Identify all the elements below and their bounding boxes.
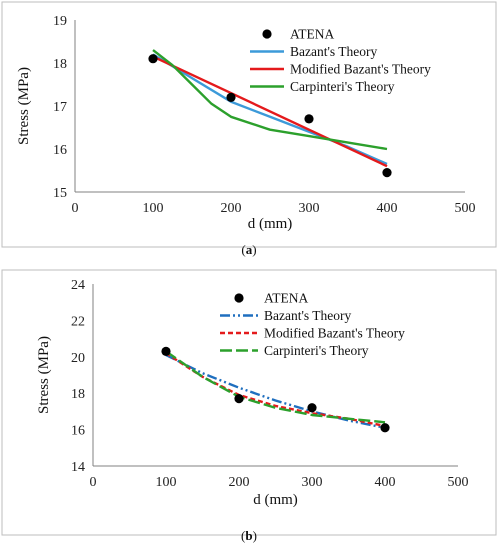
y-tick-label: 18	[71, 387, 85, 402]
y-axis-label: Stress (MPa)	[36, 336, 52, 414]
x-tick-label: 100	[156, 475, 177, 490]
chart-a: 15 16 17 18 19 0 100 200 300 400 500 d (mm) Stress (…	[1, 1, 497, 257]
data-point	[234, 394, 244, 404]
y-tick-label: 20	[71, 351, 85, 366]
x-tick-label: 400	[375, 475, 396, 490]
legend-label: Modified Bazant's Theory	[264, 326, 405, 341]
y-tick-label: 18	[53, 57, 67, 72]
legend-label: Carpinteri's Theory	[290, 79, 395, 94]
y-tick-label: 14	[71, 460, 85, 475]
y-tick-label: 22	[71, 314, 85, 329]
series-line	[165, 350, 386, 424]
y-tick-label: 24	[71, 278, 85, 293]
legend-label: Bazant's Theory	[290, 44, 378, 59]
y-tick-label: 19	[53, 14, 67, 29]
x-tick-label: 200	[229, 475, 250, 490]
chart-border	[1, 269, 497, 536]
x-tick-label: 200	[221, 201, 242, 216]
x-tick-label: 500	[448, 475, 469, 490]
data-point	[148, 54, 158, 64]
y-tick-label: 16	[71, 424, 85, 439]
legend-label: ATENA	[264, 291, 308, 306]
legend-label: ATENA	[290, 27, 334, 42]
x-tick-label: 300	[299, 201, 320, 216]
data-point	[382, 168, 392, 178]
legend-marker	[234, 293, 244, 303]
data-point	[307, 403, 317, 413]
series-line	[152, 49, 388, 151]
series-line	[152, 55, 388, 168]
x-axis-label: d (mm)	[253, 492, 298, 508]
y-tick-label: 15	[53, 186, 67, 201]
legend-marker	[262, 29, 272, 39]
chart-b: 14 16 18 20 22 24 0 100 200 300 400 500 d (mm) Stress…	[1, 269, 497, 543]
data-point	[226, 92, 236, 102]
data-point	[161, 346, 171, 356]
x-axis-label: d (mm)	[248, 216, 293, 232]
x-tick-label: 300	[302, 475, 323, 490]
legend: ATENA Bazant's Theory Modified Bazant's Th…	[220, 291, 405, 358]
chart-caption: (b)	[241, 528, 257, 543]
chart-border	[1, 1, 497, 248]
chart-caption: (a)	[241, 242, 256, 257]
series-line	[165, 353, 386, 429]
legend-label: Carpinteri's Theory	[264, 343, 369, 358]
legend-label: Modified Bazant's Theory	[290, 62, 431, 77]
data-point	[304, 114, 314, 124]
y-axis-label: Stress (MPa)	[16, 67, 32, 145]
data-point	[380, 423, 390, 433]
legend-label: Bazant's Theory	[264, 308, 352, 323]
y-tick-label: 17	[53, 100, 67, 115]
y-tick-label: 16	[53, 143, 67, 158]
x-tick-label: 500	[455, 201, 476, 216]
series-line	[165, 352, 386, 428]
x-tick-label: 400	[377, 201, 398, 216]
x-tick-label: 0	[72, 201, 79, 216]
x-tick-label: 100	[143, 201, 164, 216]
x-tick-label: 0	[90, 475, 97, 490]
legend: ATENA Bazant's Theory Modified Bazant's Th…	[250, 27, 431, 94]
